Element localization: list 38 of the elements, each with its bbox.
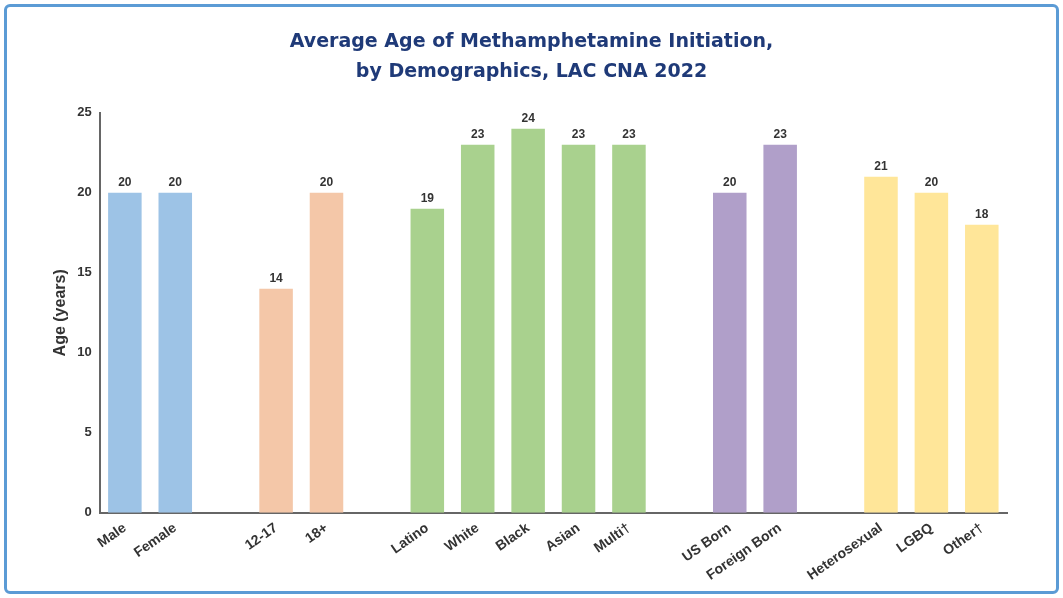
data-label: 21 <box>874 159 888 174</box>
y-tick-label: 25 <box>77 104 92 120</box>
bar <box>158 192 193 513</box>
data-label: 20 <box>168 175 183 190</box>
bar <box>460 144 495 513</box>
data-label: 23 <box>471 127 485 142</box>
y-tick-label: 20 <box>77 184 92 200</box>
bar <box>410 208 445 513</box>
y-tick-label: 10 <box>77 344 92 360</box>
data-label: 20 <box>319 175 334 190</box>
data-label: 24 <box>521 111 536 126</box>
x-tick-label: 18+ <box>301 519 331 546</box>
y-tick-label: 15 <box>77 264 92 280</box>
data-label: 20 <box>118 175 132 190</box>
bar <box>763 144 797 513</box>
data-label: 23 <box>622 127 636 142</box>
data-label: 14 <box>269 271 284 286</box>
bar <box>914 192 949 513</box>
bar <box>612 144 646 513</box>
data-label: 23 <box>773 127 788 142</box>
bar <box>108 192 142 513</box>
chart-title: Average Age of Methamphetamine Initiation, by Demographics, LAC CNA 2022 <box>288 28 775 83</box>
bar <box>965 224 999 513</box>
bar <box>309 192 344 513</box>
bar <box>561 144 596 513</box>
bar <box>713 192 747 513</box>
bar <box>864 176 898 513</box>
x-tick-label: Male <box>94 519 129 551</box>
bar <box>511 128 545 513</box>
data-label: 23 <box>571 127 586 142</box>
y-tick-label: 5 <box>84 424 92 440</box>
y-axis-title: Age (years) <box>51 269 69 357</box>
data-label: 20 <box>723 175 737 190</box>
data-label: 20 <box>924 175 939 190</box>
data-label: 18 <box>975 207 989 222</box>
data-label: 19 <box>420 191 435 206</box>
bar <box>259 288 293 513</box>
y-tick-label: 0 <box>84 504 92 520</box>
